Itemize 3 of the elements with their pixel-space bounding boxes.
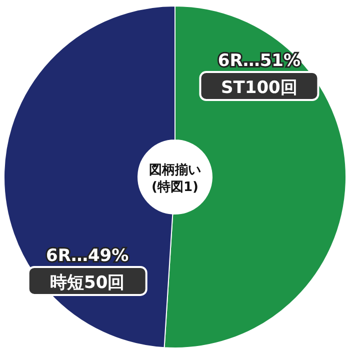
text: 図柄揃い (特図1) xyxy=(149,162,201,195)
slice-label: 時短50回 xyxy=(50,272,125,293)
slice-label: ST100回 xyxy=(221,78,298,98)
